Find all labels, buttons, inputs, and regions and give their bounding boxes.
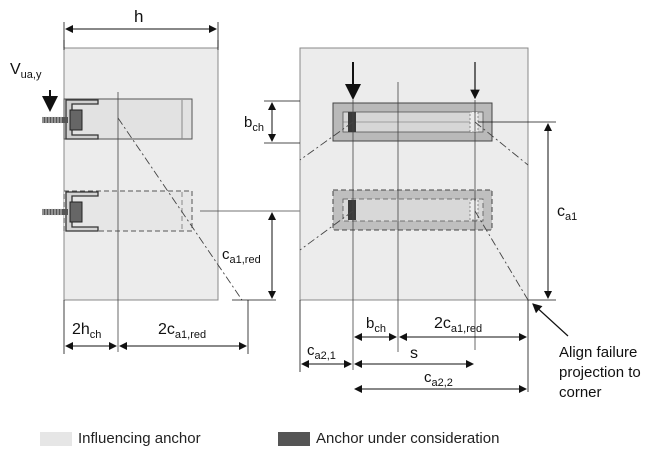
label-2c-a1-red-left: 2ca1,red: [158, 321, 206, 341]
lower-channel-front: [332, 189, 493, 231]
label-c-a1: ca1: [557, 203, 577, 223]
annotation-line-3: corner: [559, 384, 602, 401]
label-s: s: [410, 345, 418, 362]
lower-channel-side: [63, 190, 193, 232]
legend-swatch-consideration: [278, 431, 310, 446]
front-view-concrete: [299, 47, 529, 301]
label-b-ch-side: bch: [244, 114, 264, 134]
bolt-lower: [42, 208, 68, 216]
legend-label-consideration: Anchor under consideration: [316, 430, 500, 447]
bolt-upper: [42, 116, 68, 124]
annotation-line-2: projection to: [559, 364, 641, 381]
legend-label-influencing: Influencing anchor: [78, 430, 201, 447]
anchor-under-consideration: [348, 112, 356, 132]
label-c-a1-red: ca1,red: [222, 246, 261, 266]
label-v-ua-y: Vua,y: [10, 61, 42, 81]
upper-channel-front: [332, 102, 493, 142]
legend-influencing: Influencing anchor: [40, 430, 201, 447]
label-c-a22: ca2,2: [424, 369, 453, 389]
label-h: h: [134, 7, 143, 26]
label-b-ch-bottom: bch: [366, 315, 386, 335]
front-view-panel: [264, 47, 569, 393]
influencing-anchor-front: [469, 111, 479, 133]
legend-consideration: Anchor under consideration: [278, 430, 499, 447]
legend-swatch-influencing: [40, 431, 72, 446]
corner-pointer-arrow: [532, 303, 569, 337]
annotation-line-1: Align failure: [559, 344, 637, 361]
side-view-panel: [42, 22, 249, 354]
label-c-a21: ca2,1: [307, 342, 336, 362]
label-2c-a1-red-right: 2ca1,red: [434, 315, 482, 335]
side-view-concrete: [63, 47, 219, 301]
failure-projection-side: [117, 117, 243, 301]
label-2h-ch: 2hch: [72, 321, 101, 341]
